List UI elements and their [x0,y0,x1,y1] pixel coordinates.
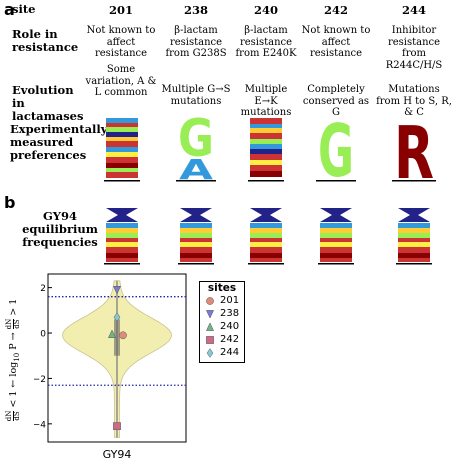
legend-marker-240 [206,321,214,331]
logo-site-244: R [392,116,436,186]
point-site-238 [113,286,121,295]
legend-label-244: 244 [220,347,240,358]
ylabel-sub: 10 [12,352,21,362]
legend-label-201: 201 [220,295,240,306]
ylabel-left-frac-den: dS [13,411,21,421]
ylabel-left-text: < 1 ← log [8,361,19,411]
panel-a-letter: a [4,0,15,19]
violin-chart: −4 −2 0 2 GY94 [34,273,187,461]
ylabel-right-text: > 1 [8,298,19,319]
legend-marker-shape-240 [206,321,214,331]
point-site-242 [113,422,121,430]
plot-frame [47,273,187,443]
ytick-label-3: 2 [40,284,46,294]
site-242-role: Not known to affect resistance [301,25,371,59]
legend-entry-244: 244 [200,346,244,359]
legend-entry-240: 240 [200,320,244,333]
legend-marker-shape-201 [206,296,214,305]
legend-entry-201: 201 [200,294,244,307]
legend-marker-244 [206,347,214,358]
ylabel-left-frac: dN dS [5,410,21,422]
row-header-gy94: GY94 equilibrium frequencies [22,209,98,249]
gy94-logo-site-238 [178,208,214,265]
legend-marker-201 [206,296,214,305]
logo-site-201 [104,118,140,182]
legend-marker-238 [206,309,214,319]
ytick-label-1: −2 [34,375,46,385]
legend-marker-shape-238 [206,309,214,319]
ytick-label-2: 0 [40,330,46,340]
logo-site-240 [248,118,284,182]
panel-b-letter: b [4,193,16,212]
site-242-evolution: Completely conserved as G [302,84,370,118]
logo-site-242: G [316,116,356,186]
site-238-evolution: Multiple G→S mutations [161,84,231,107]
site-240-header: 240 [253,3,278,17]
row-header-site: site [12,2,36,16]
legend-label-242: 242 [220,334,240,345]
ylabel-right-frac-den: dS [13,319,21,329]
ylabel-mid: P → [8,329,19,353]
legend-title: sites [207,282,237,294]
site-points [108,286,127,430]
row-header-role: Role in resistance [12,27,79,54]
gy94-logo-site-244 [396,208,432,265]
logo-238-letter-g: G [178,116,214,169]
point-site-201 [119,331,127,340]
row-header-evolution: Evolution in lactamases [12,83,84,123]
ylabel-right-frac: dN dS [5,318,21,330]
site-244-evolution: Mutations from H to S, R, & C [376,84,452,118]
logo-244-letter-r: R [394,116,434,186]
site-238-header: 238 [183,3,208,17]
chart-legend: sites 201 238 240 242 244 [199,281,245,363]
legend-marker-242 [206,335,214,344]
site-201-role: Not known to affect resistance [86,25,156,59]
site-242-header: 242 [323,3,348,17]
logo-site-238: G A [176,116,216,186]
chart-ylabel: dN dS < 1 ← log10 P → dN dS > 1 [5,265,22,455]
row-header-experimental: Experimentally measured preferences [10,122,108,162]
site-201-header: 201 [108,3,133,17]
gy94-logo-site-201 [104,208,140,265]
site-240-role: β-lactam resistance from E240K [235,25,297,59]
ytick-label-0: −4 [34,420,46,430]
legend-marker-shape-242 [206,335,214,344]
gy94-logo-site-240 [248,208,284,265]
site-238-role: β-lactam resistance from G238S [165,25,227,59]
site-244-header: 244 [401,3,426,17]
x-category-label: GY94 [103,448,132,461]
legend-label-240: 240 [220,321,240,332]
legend-entry-238: 238 [200,307,244,320]
violin-iqr-box [114,319,120,356]
point-site-244 [113,312,121,322]
legend-items: 201 238 240 242 244 [200,294,244,359]
site-201-evolution: Some variation, A & L common [85,64,157,98]
point-site-240 [108,329,116,339]
legend-marker-shape-244 [206,347,214,358]
y-ticks: −4 −2 0 2 [34,284,52,430]
legend-entry-242: 242 [200,333,244,346]
gy94-logo-site-242 [318,208,354,265]
violin-group [62,280,172,438]
legend-label-238: 238 [220,308,240,319]
logo-242-letter-g: G [318,116,354,186]
site-244-role: Inhibitor resistance from R244C/H/S [385,25,443,71]
site-240-evolution: Multiple E→K mutations [240,84,292,118]
